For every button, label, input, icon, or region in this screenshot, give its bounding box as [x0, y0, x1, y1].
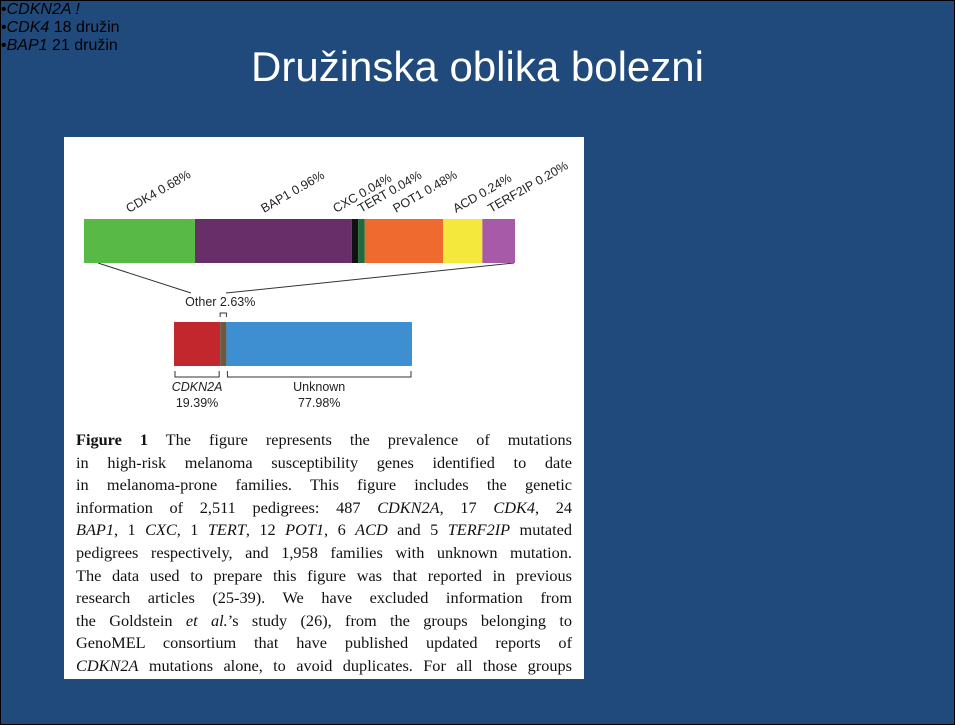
bar-segment: [226, 322, 412, 366]
caption-text: in melanoma-prone families. This figure …: [76, 475, 572, 495]
bracket: [219, 312, 227, 317]
caption-bold: Figure 1: [76, 430, 148, 449]
segment-label: CDK4 0.68%: [124, 167, 194, 215]
caption-italic: CDK4: [493, 497, 535, 517]
gene-name: BAP1: [6, 37, 48, 54]
bar-segment: [482, 219, 515, 263]
caption-text: , 6: [324, 520, 356, 540]
bar-segment: [443, 219, 483, 263]
bullet: •CDK4 18 družin: [1, 19, 954, 37]
caption-text: mutations alone, to avoid duplicates. Fo…: [138, 655, 572, 675]
caption-line: research articles (25-39). We have exclu…: [76, 587, 572, 610]
gene-name: CDKN2A !: [6, 1, 80, 18]
bracket: [174, 371, 220, 378]
segment-value: 77.98%: [298, 396, 340, 410]
bullet-text: 18 družin: [53, 19, 120, 36]
caption-text: mutated: [510, 520, 572, 540]
bar-segment: [174, 322, 221, 366]
caption-text: , 1: [176, 520, 208, 540]
zoom-line: [97, 262, 192, 294]
caption-text: , 24: [534, 497, 572, 517]
caption-text: pedigrees respectively, and 1,958 famili…: [76, 542, 572, 562]
segment-name: Unknown: [293, 380, 345, 394]
caption-line: in high-risk melanoma susceptibility gen…: [76, 452, 572, 475]
caption-italic: TERT: [207, 520, 246, 540]
slide-title: Družinska oblika bolezni: [251, 43, 704, 90]
caption-italic: TERF2IP: [447, 520, 511, 540]
caption-line: pedigrees respectively, and 1,958 famili…: [76, 542, 572, 565]
caption-italic: et al.: [185, 610, 228, 630]
bullet-dot: •: [1, 1, 7, 18]
caption-line: in melanoma-prone families. This figure …: [76, 474, 572, 497]
caption-italic: CDKN2A: [76, 655, 139, 675]
caption-line: information of 2,511 pedigrees: 487 CDKN…: [76, 497, 572, 520]
caption-text: research articles (25-39). We have exclu…: [76, 588, 572, 608]
caption-line: The data used to prepare this figure was…: [76, 565, 572, 588]
bracket: [226, 371, 412, 378]
caption-line: GenoMEL consortium that have published u…: [76, 632, 572, 655]
gene-name: CDK4: [6, 19, 50, 36]
caption-line: BAP1, 1 CXC, 1 TERT, 12 POT1, 6 ACD and …: [76, 519, 572, 542]
caption-italic: CDKN2A: [377, 497, 440, 517]
segment-value: 19.39%: [176, 396, 218, 410]
bullet: •CDKN2A !: [1, 1, 954, 19]
caption-text: , 17: [439, 497, 494, 517]
caption-text: ’s study (26), from the groups belonging…: [227, 610, 573, 630]
bullet-dot: •: [1, 37, 7, 54]
caption-text: information of 2,511 pedigrees: 487: [76, 497, 378, 517]
bar-segment: [84, 219, 196, 263]
caption-text: The figure represents the prevalence of …: [147, 430, 572, 449]
figure-caption: Figure 1 The figure represents the preva…: [76, 429, 572, 678]
other-label: Other 2.63%: [185, 295, 255, 309]
bar-segment: [364, 219, 444, 263]
caption-line: CDKN2A mutations alone, to avoid duplica…: [76, 655, 572, 678]
bullet: •BAP1 21 družin: [1, 37, 954, 55]
figure: CDK4 0.68% BAP1 0.96% CXC 0.04% TERT 0.04% P…: [64, 137, 584, 679]
caption-italic: POT1: [285, 520, 325, 540]
caption-italic: BAP1: [76, 520, 114, 540]
caption-line: Figure 1 The figure represents the preva…: [76, 429, 572, 452]
caption-line: the Goldstein et al.’s study (26), from …: [76, 610, 572, 633]
caption-text: the Goldstein: [76, 610, 186, 630]
bullet-list: •CDKN2A ! •CDK4 18 družin •BAP1 21 družin: [1, 1, 954, 55]
caption-text: , 12: [245, 520, 286, 540]
caption-text: The data used to prepare this figure was…: [76, 565, 572, 585]
bar-segment: [195, 219, 352, 263]
bullet-dot: •: [1, 19, 7, 36]
caption-text: and 5: [387, 520, 448, 540]
segment-label: BAP1 0.96%: [259, 168, 327, 216]
bar-segment: [220, 322, 227, 366]
figure-chart: CDK4 0.68% BAP1 0.96% CXC 0.04%TERT 0.04%P…: [84, 158, 571, 410]
caption-text: in high-risk melanoma susceptibility gen…: [76, 452, 572, 472]
zoom-line: [225, 262, 515, 294]
bar-segment: [351, 219, 359, 263]
caption-italic: ACD: [355, 520, 388, 540]
caption-text: , 1: [113, 520, 146, 540]
bar-segment: [358, 219, 365, 263]
caption-text: GenoMEL consortium that have published u…: [76, 633, 572, 653]
segment-name: CDKN2A: [172, 380, 223, 394]
bullet-text: 21 družin: [51, 37, 118, 54]
caption-italic: CXC: [145, 520, 177, 540]
